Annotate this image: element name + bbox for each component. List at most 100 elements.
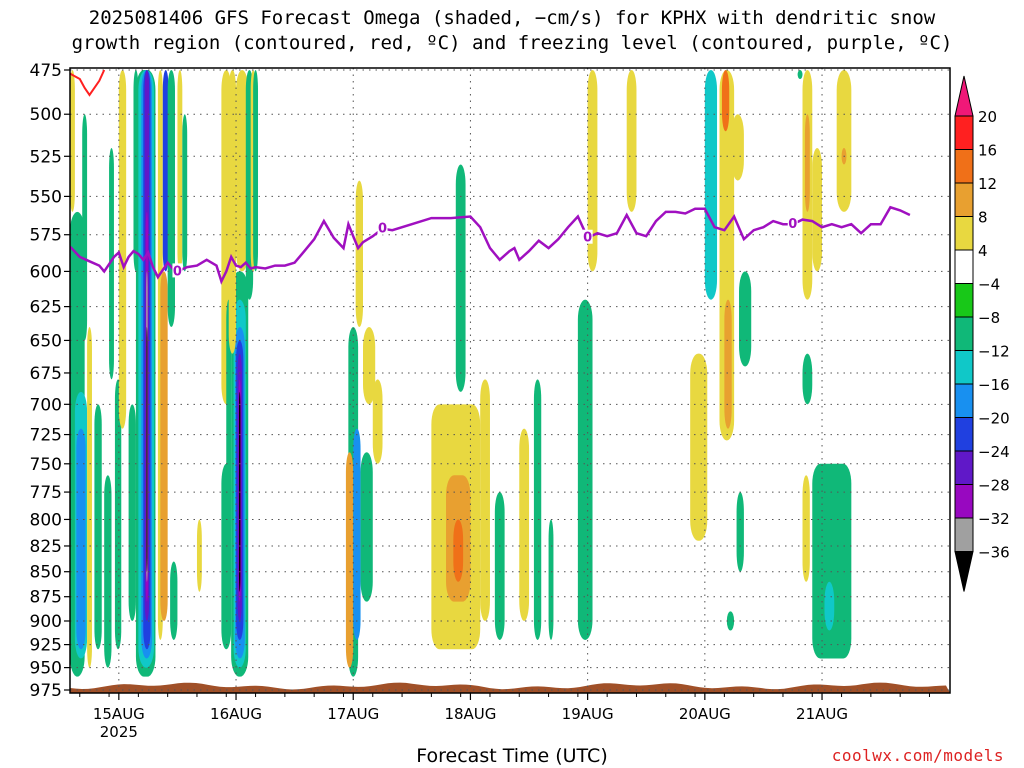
y-tick-label: 725: [30, 426, 62, 446]
x-tick-label: 19AUG: [562, 705, 614, 723]
y-tick-label: 575: [30, 226, 62, 246]
colorbar-label: 12: [978, 175, 997, 193]
omega-shaded-region: [228, 70, 237, 354]
y-tick-label: 500: [30, 105, 62, 125]
colorbar-bin: [954, 283, 974, 318]
x-tick-label: 18AUG: [444, 705, 496, 723]
title-line-2: growth region (contoured, red, ºC) and f…: [71, 32, 953, 54]
omega-shaded-region: [812, 463, 852, 659]
omega-shaded-region: [797, 70, 803, 80]
omega-shaded-region: [160, 271, 168, 621]
chart: 0 0 0 0 475 500 525 550 575 600 625 650 675 700 725 75…: [30, 61, 1010, 741]
colorbar-bin: [954, 484, 974, 519]
omega-shaded-region: [731, 114, 744, 181]
y-tick-label: 925: [30, 636, 62, 656]
y-tick-label: 475: [30, 61, 62, 81]
colorbar-bin: [954, 450, 974, 485]
omega-shaded-region: [453, 519, 464, 582]
omega-shaded-region: [167, 70, 175, 328]
y-tick-label: 850: [30, 563, 62, 583]
omega-shaded-region: [626, 70, 637, 212]
colorbar-label: 8: [978, 209, 988, 227]
omega-shaded-region: [236, 70, 249, 272]
colorbar-bin: [954, 249, 974, 284]
omega-shaded-region: [253, 70, 259, 272]
y-tick-label: 625: [30, 298, 62, 318]
x-tick-label: 20AUG: [679, 705, 731, 723]
y-tick-label: 600: [30, 262, 62, 282]
omega-shaded-region: [345, 452, 354, 668]
colorbar-bin: [954, 350, 974, 385]
colorbar-label: −8: [978, 309, 1000, 327]
colorbar-bin: [954, 149, 974, 184]
omega-shaded-region: [519, 428, 530, 621]
y-tick-label: 525: [30, 147, 62, 167]
freezing-level-contour-label: 0: [173, 264, 182, 279]
omega-shaded-region: [109, 148, 114, 380]
omega-shaded-region: [177, 70, 183, 272]
y-axis: 475 500 525 550 575 600 625 650 675 700 725 750 775 8…: [30, 61, 70, 701]
omega-shaded-region: [548, 519, 554, 640]
x-tick-label: 16AUG: [210, 705, 262, 723]
colorbar-label: 16: [978, 142, 997, 160]
y-tick-label: 700: [30, 395, 62, 415]
omega-shaded-region: [76, 428, 86, 650]
omega-shaded-region: [372, 379, 383, 464]
contour-layer: 0 0 0 0: [70, 69, 911, 285]
colorbar: 20 16 12 8 4 −4 −8 −12 −16 −20 −24 −28 −32 −36: [954, 75, 1010, 592]
colorbar-label: −28: [978, 477, 1010, 495]
omega-shaded-region: [494, 492, 505, 640]
y-tick-label: 900: [30, 612, 62, 632]
y-tick-label: 975: [30, 681, 62, 701]
colorbar-label: −12: [978, 343, 1010, 361]
x-axis-label: Forecast Time (UTC): [416, 745, 608, 767]
x-tick-label: 17AUG: [327, 705, 379, 723]
omega-shaded-region: [82, 114, 88, 341]
colorbar-bin: [954, 216, 974, 251]
omega-shaded-region: [802, 475, 810, 582]
grid-lines: [70, 68, 950, 693]
omega-shaded-region: [360, 452, 373, 602]
omega-shaded-region: [804, 114, 810, 212]
omega-shaded-region: [587, 70, 598, 272]
omega-shaded-region: [196, 519, 202, 592]
freezing-level-contour-label: 0: [583, 231, 592, 246]
colorbar-bottom-arrow: [954, 551, 974, 592]
contour-label-bg: [787, 216, 798, 231]
omega-shaded-region: [802, 353, 813, 405]
dgz-contour-line: [70, 69, 106, 97]
omega-shaded-region: [162, 70, 169, 272]
colorbar-bin: [954, 383, 974, 418]
chart-title: 2025081406 GFS Forecast Omega (shaded, −…: [0, 6, 1024, 56]
colorbar-bin: [954, 517, 974, 552]
terrain-layer: [70, 682, 950, 693]
omega-shaded-region: [736, 492, 744, 572]
y-tick-label: 875: [30, 588, 62, 608]
colorbar-label: −4: [978, 276, 1000, 294]
colorbar-bin: [954, 115, 974, 150]
colorbar-bin: [954, 182, 974, 217]
x-tick-label: 21AUG: [796, 705, 848, 723]
omega-shaded-region: [704, 70, 718, 300]
omega-shaded-region: [70, 70, 75, 212]
y-tick-label: 750: [30, 455, 62, 475]
omega-shaded-region: [480, 379, 490, 621]
omega-shaded-region: [104, 475, 112, 668]
contour-label-bg: [377, 220, 388, 235]
omega-shaded-region: [577, 299, 593, 640]
colorbar-bin: [954, 316, 974, 351]
omega-shaded-region: [363, 327, 376, 405]
contour-label-bg: [582, 229, 593, 244]
colorbar-bin: [954, 417, 974, 452]
omega-shaded-region: [221, 463, 232, 650]
colorbar-label: −36: [978, 544, 1010, 562]
omega-shaded-region: [726, 611, 735, 631]
terrain-surface: [70, 682, 950, 693]
omega-shaded-region: [118, 70, 127, 429]
y-tick-label: 650: [30, 331, 62, 351]
x-tick-sublabel: 2025: [100, 723, 138, 741]
title-line-1: 2025081406 GFS Forecast Omega (shaded, −…: [88, 7, 936, 29]
freezing-level-contour-label: 0: [378, 222, 387, 237]
omega-shaded-region: [182, 114, 188, 272]
